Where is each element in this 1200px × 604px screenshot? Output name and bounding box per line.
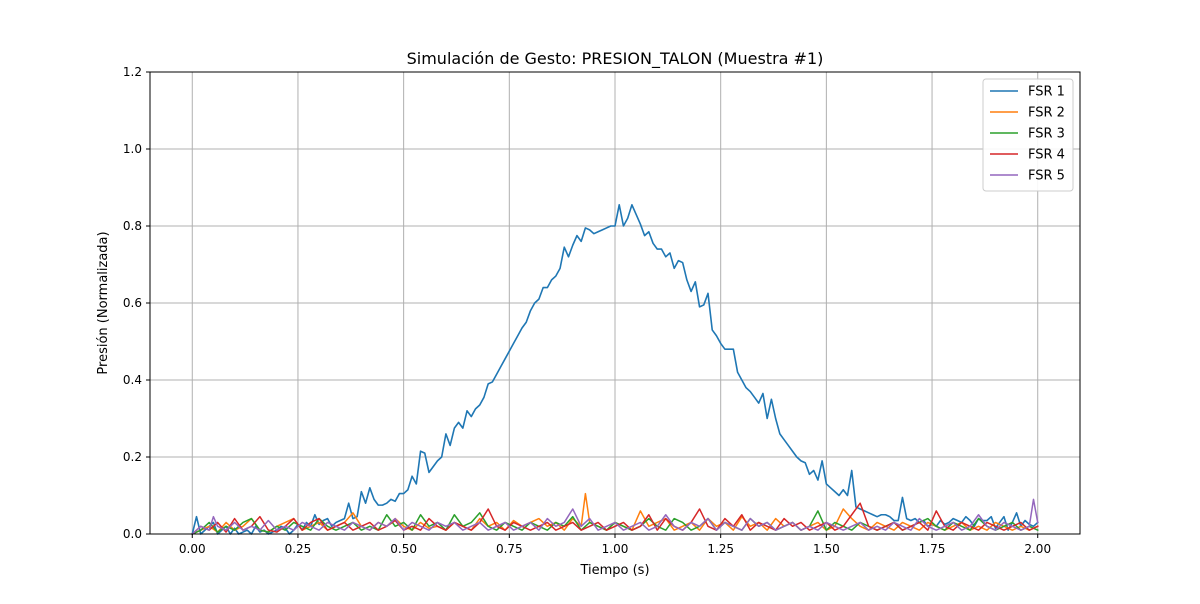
y-axis-label: Presión (Normalizada) bbox=[96, 231, 111, 374]
x-tick-label: 2.00 bbox=[1024, 542, 1051, 556]
legend-label: FSR 5 bbox=[1028, 169, 1065, 184]
y-tick-label: 0.8 bbox=[123, 219, 142, 233]
x-tick-label: 0.75 bbox=[496, 542, 523, 556]
chart-title: Simulación de Gesto: PRESION_TALON (Mues… bbox=[407, 49, 824, 69]
y-tick-label: 0.0 bbox=[123, 527, 142, 541]
series-line-fsr-5 bbox=[191, 498, 1039, 536]
y-axis-ticks: 0.0 0.2 0.4 0.6 0.8 1.0 1.2 bbox=[123, 65, 150, 541]
legend-label: FSR 4 bbox=[1028, 148, 1065, 163]
x-tick-label: 1.00 bbox=[602, 542, 629, 556]
x-axis-ticks: 0.00 0.25 0.50 0.75 1.00 1.25 1.50 1.75 2.00 bbox=[179, 534, 1051, 556]
x-tick-label: 1.50 bbox=[813, 542, 840, 556]
y-tick-label: 1.0 bbox=[123, 142, 142, 156]
legend-label: FSR 3 bbox=[1028, 127, 1065, 142]
legend-label: FSR 1 bbox=[1028, 85, 1065, 100]
x-tick-label: 0.50 bbox=[390, 542, 417, 556]
legend-box bbox=[982, 78, 1074, 192]
x-tick-label: 0.00 bbox=[179, 542, 206, 556]
legend-label: FSR 2 bbox=[1028, 106, 1065, 121]
y-tick-label: 0.4 bbox=[123, 373, 142, 387]
y-tick-label: 1.2 bbox=[123, 65, 142, 79]
x-tick-label: 1.25 bbox=[707, 542, 734, 556]
series-lines bbox=[191, 204, 1039, 536]
x-axis-label: Tiempo (s) bbox=[579, 563, 649, 578]
y-tick-label: 0.6 bbox=[123, 296, 142, 310]
series-line-fsr-4 bbox=[191, 502, 1039, 536]
y-tick-label: 0.2 bbox=[123, 450, 142, 464]
x-tick-label: 0.25 bbox=[285, 542, 312, 556]
x-tick-label: 1.75 bbox=[919, 542, 946, 556]
legend-items: FSR 1 FSR 2 FSR 3 FSR 4 FSR 5 bbox=[990, 85, 1065, 184]
legend: FSR 1 FSR 2 FSR 3 FSR 4 FSR 5 bbox=[982, 78, 1074, 192]
